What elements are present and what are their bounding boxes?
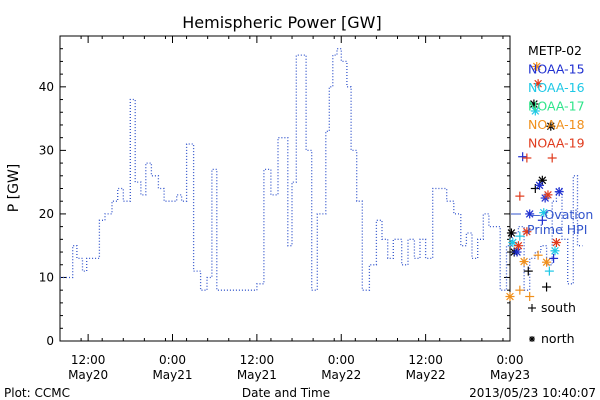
point-noaa-15-north	[525, 209, 535, 219]
x-tick-label-date: May20	[68, 368, 108, 382]
y-axis-label: P [GW]	[6, 164, 22, 213]
point-noaa-18-north	[542, 257, 552, 267]
point-noaa-15-south	[549, 253, 559, 263]
point-noaa-18-north	[519, 257, 529, 267]
legend-metp-02: METP-02	[528, 43, 582, 58]
chart-title: Hemispheric Power [GW]	[182, 13, 381, 32]
point-noaa-19-north	[543, 190, 553, 200]
satellite-points	[505, 62, 564, 302]
legend-noaa-18: NOAA-18	[528, 117, 585, 132]
point-metp-02-south	[523, 266, 533, 276]
x-tick-label-time: 12:00	[408, 353, 443, 367]
symbol-legend-south-label: south	[541, 300, 576, 315]
symbol-legend: south north	[528, 300, 576, 346]
symbol-legend-north-marker	[529, 336, 535, 342]
y-tick-label: 10	[39, 270, 54, 284]
point-noaa-15-north	[512, 247, 522, 257]
point-noaa-18-south	[515, 285, 525, 295]
point-noaa-16-north	[550, 246, 560, 256]
y-tick-label: 30	[39, 143, 54, 157]
symbol-legend-north-label: north	[541, 331, 575, 346]
point-noaa-19-north	[513, 241, 523, 251]
x-tick-label-date: May23	[490, 368, 530, 382]
x-tick-label-date: May22	[321, 368, 361, 382]
x-tick-label-time: 12:00	[71, 353, 106, 367]
x-tick-label-time: 12:00	[240, 353, 275, 367]
point-noaa-16-north	[508, 238, 518, 248]
legend-noaa-19: NOAA-19	[528, 136, 585, 151]
x-axis-label: Date and Time	[242, 386, 330, 400]
point-noaa-16-north	[539, 208, 549, 218]
legend-noaa-16: NOAA-16	[528, 80, 585, 95]
point-noaa-16-south	[544, 266, 554, 276]
ovation-legend: — Ovation Prime HPI	[527, 207, 593, 237]
point-noaa-15-north	[554, 187, 564, 197]
plot-credit: Plot: CCMC	[4, 386, 70, 400]
point-noaa-19-south	[522, 153, 532, 163]
x-axis-ticks: 12:00May200:00May2112:00May210:00May2212…	[59, 36, 530, 382]
ovation-prime-hpi-line	[60, 48, 583, 291]
point-metp-02-north	[506, 228, 516, 238]
ovation-legend-line2: Prime HPI	[527, 222, 587, 237]
point-noaa-16-north	[530, 106, 540, 116]
point-noaa-16-south	[515, 231, 525, 241]
point-noaa-19-south	[547, 153, 557, 163]
point-noaa-15-south	[518, 152, 528, 162]
legend-noaa-15: NOAA-15	[528, 62, 585, 77]
y-tick-label: 40	[39, 80, 54, 94]
point-noaa-19-north	[522, 227, 532, 237]
x-tick-label-time: 0:00	[159, 353, 186, 367]
point-noaa-15-south	[537, 215, 547, 225]
plot-timestamp: 2013/05/23 10:40:07	[469, 386, 596, 400]
point-noaa-19-north	[551, 238, 561, 248]
point-metp-02-north	[529, 99, 539, 109]
y-tick-label: 0	[46, 334, 54, 348]
x-tick-label-date: May21	[237, 368, 277, 382]
point-noaa-19-south	[515, 191, 525, 201]
x-tick-label-date: May21	[152, 368, 192, 382]
plot-frame	[59, 35, 511, 342]
legend-noaa-17: NOAA-17	[528, 99, 585, 114]
point-metp-02-north	[546, 121, 556, 131]
x-tick-label-date: May22	[406, 368, 446, 382]
y-tick-label: 20	[39, 207, 54, 221]
point-noaa-18-south	[525, 292, 535, 302]
y-axis-ticks: 0 10 20 30 40	[39, 35, 510, 348]
point-noaa-18-north	[505, 292, 515, 302]
point-noaa-18-north	[532, 62, 542, 71]
x-tick-label-time: 0:00	[497, 353, 524, 367]
point-metp-02-south	[542, 282, 552, 292]
satellite-legend: METP-02 NOAA-15 NOAA-16 NOAA-17 NOAA-18 NOAA-…	[528, 43, 585, 151]
point-noaa-19-north	[533, 79, 543, 89]
point-noaa-15-north	[535, 180, 545, 190]
ovation-legend-line1: — Ovation	[528, 207, 593, 222]
point-noaa-18-south	[533, 250, 543, 260]
x-tick-label-time: 0:00	[328, 353, 355, 367]
symbol-legend-south-marker	[528, 304, 536, 312]
